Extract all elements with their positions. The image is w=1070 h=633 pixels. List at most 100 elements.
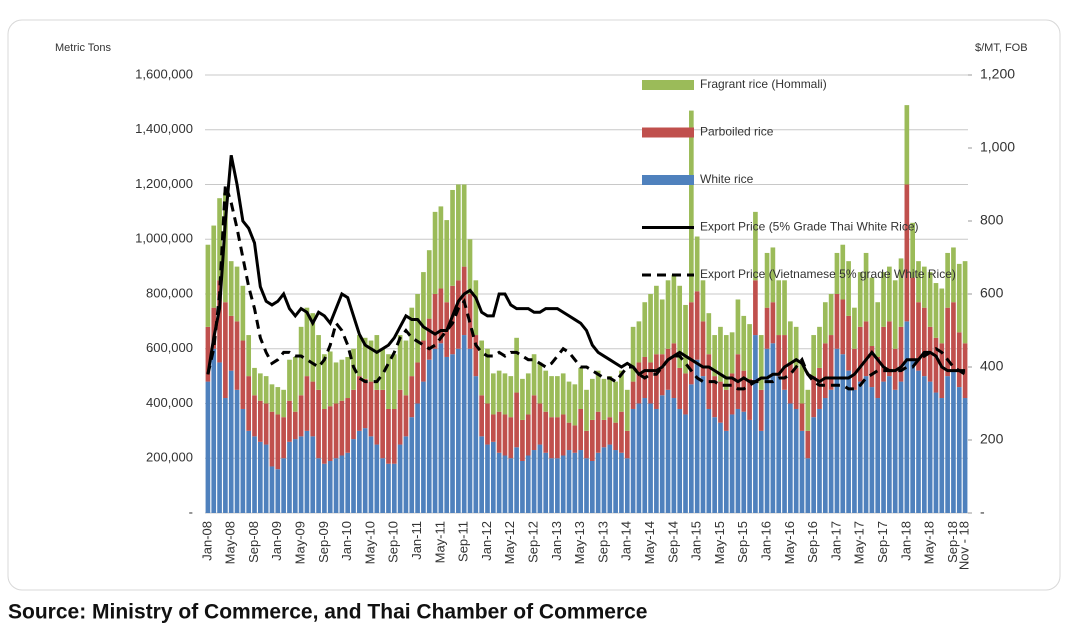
- bar: [508, 458, 514, 513]
- y2-axis-label: $/MT, FOB: [975, 42, 1028, 54]
- bar: [409, 307, 415, 377]
- bar: [409, 376, 415, 418]
- y2-tick-label: 800: [980, 212, 1004, 228]
- bar: [869, 346, 875, 388]
- bar: [840, 299, 846, 355]
- bar: [432, 294, 438, 349]
- bar: [438, 206, 444, 289]
- x-tick-label: Sep-08: [246, 521, 261, 563]
- bar: [281, 458, 286, 513]
- bar: [939, 343, 945, 399]
- bar: [706, 313, 712, 355]
- bar: [281, 389, 286, 418]
- bar: [421, 272, 426, 341]
- bar: [269, 466, 275, 513]
- bar: [793, 367, 799, 409]
- x-tick-label: Sep-14: [665, 521, 680, 563]
- x-tick-label: Sep-17: [875, 521, 890, 563]
- bar: [217, 198, 222, 281]
- bar: [450, 354, 455, 513]
- bar: [927, 326, 933, 382]
- bar: [887, 321, 892, 377]
- bar: [910, 277, 915, 360]
- bar: [642, 398, 648, 513]
- bar: [310, 381, 316, 437]
- bar: [234, 389, 240, 513]
- bar: [485, 403, 490, 445]
- bar: [362, 428, 368, 513]
- bar: [357, 335, 362, 377]
- bar: [613, 381, 618, 423]
- x-tick-label: Jan-16: [758, 521, 773, 561]
- bar: [636, 321, 642, 363]
- legend-swatch: [642, 127, 694, 138]
- bar: [624, 389, 630, 431]
- x-tick-label: May-09: [293, 521, 308, 564]
- bar: [234, 266, 240, 322]
- bar: [887, 266, 892, 322]
- bar: [508, 417, 514, 459]
- bar: [339, 455, 345, 513]
- bar: [560, 373, 566, 415]
- bar: [863, 376, 869, 513]
- bar: [555, 417, 560, 459]
- bar: [869, 277, 875, 347]
- bar: [578, 367, 584, 409]
- bar: [694, 291, 700, 360]
- bar: [549, 458, 554, 513]
- bar: [857, 272, 863, 327]
- bar: [700, 376, 706, 513]
- bar: [316, 335, 321, 390]
- bar: [240, 408, 246, 513]
- bar: [747, 324, 752, 379]
- bar: [619, 452, 624, 513]
- bar: [916, 370, 921, 513]
- bar: [753, 335, 758, 513]
- bar: [624, 458, 630, 513]
- bar: [904, 105, 910, 185]
- bar: [578, 408, 584, 451]
- bar: [292, 356, 298, 412]
- bar: [817, 408, 822, 513]
- bar: [252, 367, 257, 396]
- bar: [607, 444, 613, 513]
- bar: [857, 326, 863, 382]
- bar: [951, 302, 956, 371]
- bar: [211, 307, 217, 349]
- bar: [654, 408, 659, 513]
- bar: [531, 354, 537, 396]
- x-tick-label: Jan-17: [828, 521, 843, 561]
- bar: [648, 294, 653, 363]
- bar: [258, 373, 263, 401]
- bar: [694, 236, 700, 292]
- bar: [258, 400, 263, 442]
- bar: [589, 419, 595, 461]
- y-axis-label: Metric Tons: [55, 42, 112, 54]
- x-tick-label: Sep-10: [386, 521, 401, 563]
- bar: [619, 370, 624, 412]
- bar: [322, 354, 327, 409]
- legend-swatch: [642, 80, 694, 90]
- y2-tick-label: 1,000: [980, 139, 1015, 155]
- bar: [613, 450, 618, 513]
- bar: [595, 411, 601, 453]
- bar: [939, 398, 945, 513]
- bar: [333, 362, 339, 404]
- bar: [543, 370, 549, 412]
- bar: [863, 252, 869, 322]
- bar: [339, 400, 345, 456]
- bar: [683, 373, 688, 415]
- x-tick-label: May-10: [362, 521, 377, 564]
- bar: [589, 378, 595, 420]
- bar: [333, 403, 339, 459]
- bar: [624, 430, 630, 459]
- bar: [822, 302, 828, 344]
- bar: [351, 389, 356, 440]
- price-line: [206, 184, 966, 391]
- bar: [904, 321, 910, 513]
- bar: [881, 272, 886, 327]
- bar: [281, 417, 286, 459]
- bar: [368, 340, 374, 382]
- bar: [852, 389, 857, 513]
- bar: [351, 439, 356, 513]
